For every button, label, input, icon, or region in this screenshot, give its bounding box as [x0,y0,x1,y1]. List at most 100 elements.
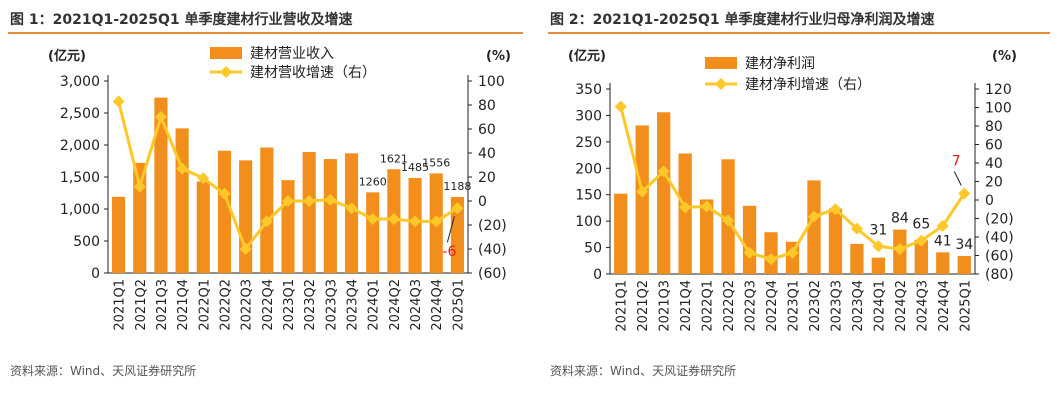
left-tick-label: 50 [584,241,602,257]
legend-bar-swatch [210,47,242,59]
left-tick-label: 150 [575,188,602,204]
bar-value-label: 1485 [401,161,429,174]
right-tick-label: 40 [985,156,1003,172]
chart-title: 图 2：2021Q1-2025Q1 单季度建材行业归母净利润及增速 [550,12,935,28]
growth-marker [239,243,252,255]
right-tick-label: 120 [985,82,1012,98]
bar [699,199,714,274]
left-axis-unit: (亿元) [48,48,86,64]
x-tick-label: 2023Q3 [324,279,339,331]
x-tick-label: 2022Q1 [701,280,716,332]
callout-line [446,216,455,243]
x-tick-label: 2021Q2 [636,280,651,332]
legend-bar-label: 建材营业收入 [250,46,334,62]
growth-marker [303,195,316,207]
bar [175,128,189,273]
x-tick-label: 2023Q2 [808,280,823,332]
bar [678,153,692,274]
growth-marker [154,111,167,123]
x-tick-label: 2022Q2 [722,280,737,332]
growth-marker [722,214,735,227]
bar [112,196,126,273]
bar [323,159,337,273]
bar-value-label: 1621 [380,152,408,165]
x-tick-label: 2024Q2 [388,279,403,331]
right-tick-label: 80 [478,98,496,114]
growth-marker [915,234,928,247]
right-tick-label: (40) [478,242,507,258]
profit-chart: (亿元) (%)050100150200250300350(80)(60)(40)… [568,48,1017,332]
growth-marker [260,215,273,228]
right-tick-label: (20) [985,212,1014,228]
x-tick-label: 2022Q4 [261,279,276,331]
right-tick-label: 0 [985,193,994,209]
bar [196,181,210,273]
x-tick-label: 2024Q4 [430,279,445,331]
x-tick-label: 2024Q4 [937,280,952,332]
left-axis-unit: (亿元) [568,48,606,64]
right-axis-unit: (%) [992,49,1017,64]
title-rule [548,32,1050,34]
x-tick-label: 2023Q1 [787,280,802,332]
right-tick-label: 20 [985,175,1003,191]
growth-marker [324,193,337,206]
bar-value-label: 1260 [359,175,387,188]
growth-marker [657,165,670,178]
growth-marker [765,253,778,266]
right-tick-label: 100 [478,74,505,90]
growth-marker [893,243,906,256]
x-tick-label: 2024Q1 [872,280,887,332]
growth-marker [872,240,885,253]
legend-bar-swatch [705,57,737,69]
chart-title: 图 1：2021Q1-2025Q1 单季度建材行业营收及增速 [10,12,353,28]
growth-marker [366,213,379,225]
x-tick-label: 2021Q4 [176,279,191,331]
left-tick-label: 1,500 [60,170,100,186]
x-tick-label: 2023Q4 [346,279,361,331]
left-tick-label: 3,000 [60,74,100,90]
bar-value-label: 65 [912,217,930,233]
x-tick-label: 2024Q1 [367,279,382,331]
right-tick-label: 0 [478,194,487,210]
growth-marker [387,213,400,225]
x-tick-label: 2024Q3 [409,279,424,331]
bar [366,192,380,273]
left-tick-label: 0 [91,266,100,282]
bar-value-label: 31 [869,222,887,238]
growth-marker [430,215,443,228]
x-tick-label: 2021Q1 [615,280,630,332]
growth-marker [112,95,125,108]
x-tick-label: 2021Q2 [134,279,149,331]
x-tick-label: 2023Q1 [282,279,297,331]
x-tick-label: 2023Q2 [303,279,318,331]
bar [828,208,843,274]
growth-marker [850,222,863,235]
growth-marker [133,180,146,193]
growth-marker [176,162,189,175]
growth-value-label: 7 [952,154,961,170]
bar [850,243,864,274]
left-tick-label: 100 [575,214,602,230]
x-tick-label: 2021Q4 [679,280,694,332]
bar [133,162,147,273]
bar [957,256,971,274]
bar [450,196,464,273]
bar [614,193,628,274]
x-tick-label: 2021Q1 [113,279,128,331]
x-tick-label: 2024Q2 [894,280,909,332]
left-tick-label: 500 [73,234,100,250]
chart-panel-revenue: 图 1：2021Q1-2025Q1 单季度建材行业营收及增速 (亿元) (%) 0 5… [8,12,523,378]
right-tick-label: 80 [985,119,1003,135]
right-tick-label: 20 [478,170,496,186]
revenue-chart: (亿元) (%) 0 500 1,000 1,500 2,000 2,500 3,000 (60)… [48,46,511,331]
growth-marker [679,201,692,214]
right-tick-label: 60 [985,138,1003,154]
bar [239,160,253,273]
x-tick-label: 2022Q1 [197,279,212,331]
bar [154,97,168,273]
growth-marker [700,200,713,213]
bar [764,232,778,274]
x-tick-label: 2021Q3 [155,279,170,331]
x-tick-label: 2025Q1 [958,280,973,332]
left-tick-label: 200 [575,161,602,177]
